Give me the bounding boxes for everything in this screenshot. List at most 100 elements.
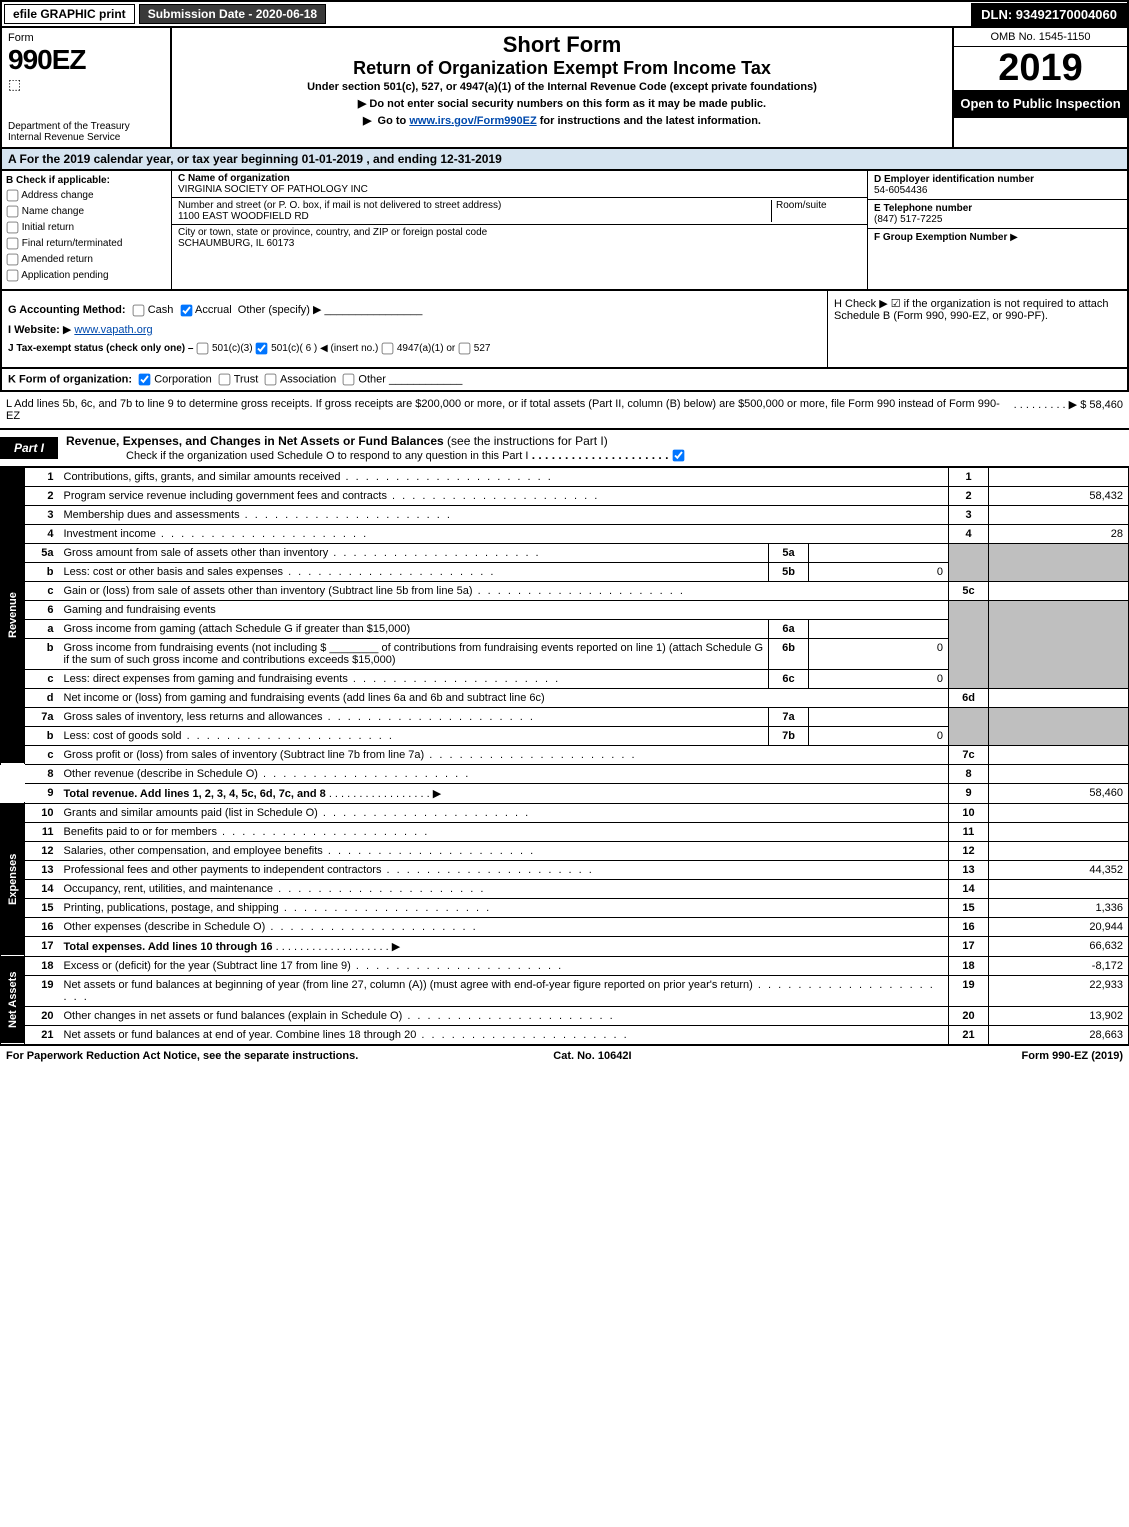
form-id-footer: Form 990-EZ (2019) [1022, 1050, 1123, 1062]
c-label: C Name of organization [178, 173, 290, 184]
line-16-val: 20,944 [989, 917, 1129, 936]
city-state-zip: SCHAUMBURG, IL 60173 [178, 238, 294, 249]
line-6d-val [989, 688, 1129, 707]
line-14-desc: Occupancy, rent, utilities, and maintena… [59, 879, 949, 898]
line-5a-val [809, 543, 949, 562]
line-7c-val [989, 745, 1129, 764]
omb-number: OMB No. 1545-1150 [954, 28, 1127, 47]
entity-block: B Check if applicable: Address change Na… [0, 171, 1129, 291]
chk-cash[interactable] [132, 304, 144, 316]
line-9-val: 58,460 [989, 783, 1129, 803]
line-16-desc: Other expenses (describe in Schedule O) [59, 917, 949, 936]
line-2-desc: Program service revenue including govern… [59, 486, 949, 505]
ein-label: D Employer identification number [874, 174, 1034, 185]
line-12-val [989, 841, 1129, 860]
line-14-val [989, 879, 1129, 898]
line-6c-val: 0 [809, 669, 949, 688]
chk-501c3[interactable] [197, 342, 209, 354]
line-l: L Add lines 5b, 6c, and 7b to line 9 to … [0, 392, 1129, 428]
part-1-title: Revenue, Expenses, and Changes in Net As… [66, 434, 444, 448]
line-19-desc: Net assets or fund balances at beginning… [59, 975, 949, 1006]
part-1-tab: Part I [0, 437, 58, 459]
city-label: City or town, state or province, country… [178, 227, 487, 238]
line-8-val [989, 764, 1129, 783]
chk-application-pending[interactable]: Application pending [6, 269, 167, 282]
part-1-table: Revenue 1Contributions, gifts, grants, a… [0, 467, 1129, 1045]
line-7a-desc: Gross sales of inventory, less returns a… [59, 707, 769, 726]
ssn-note: Do not enter social security numbers on … [180, 97, 944, 110]
line-18-val: -8,172 [989, 956, 1129, 975]
header-left: Form 990EZ ⬚ Department of the Treasury … [2, 28, 172, 147]
chk-501c[interactable] [256, 342, 268, 354]
line-7b-val: 0 [809, 726, 949, 745]
group-exemption-label: F Group Exemption Number [874, 232, 1007, 243]
phone-value: (847) 517-7225 [874, 214, 942, 225]
phone-label: E Telephone number [874, 203, 972, 214]
line-20-val: 13,902 [989, 1006, 1129, 1025]
cat-no: Cat. No. 10642I [553, 1050, 631, 1062]
chk-final-return[interactable]: Final return/terminated [6, 237, 167, 250]
header-right: OMB No. 1545-1150 2019 Open to Public In… [952, 28, 1127, 147]
website-link[interactable]: www.vapath.org [74, 324, 152, 336]
line-21-val: 28,663 [989, 1025, 1129, 1044]
line-5b-val: 0 [809, 562, 949, 581]
line-21-desc: Net assets or fund balances at end of ye… [59, 1025, 949, 1044]
side-net-assets: Net Assets [1, 956, 25, 1044]
chk-association[interactable] [265, 373, 277, 385]
chk-trust[interactable] [218, 373, 230, 385]
open-to-public: Open to Public Inspection [954, 90, 1127, 118]
box-d-e-f: D Employer identification number 54-6054… [867, 171, 1127, 289]
line-13-val: 44,352 [989, 860, 1129, 879]
part-1-header: Part I Revenue, Expenses, and Changes in… [0, 428, 1129, 467]
line-6d-desc: Net income or (loss) from gaming and fun… [59, 688, 949, 707]
line-6a-val [809, 619, 949, 638]
dln-label: DLN: 93492170004060 [971, 3, 1127, 26]
chk-4947[interactable] [382, 342, 394, 354]
tax-year: 2019 [954, 47, 1127, 90]
line-15-desc: Printing, publications, postage, and shi… [59, 898, 949, 917]
irs-link[interactable]: www.irs.gov/Form990EZ [409, 115, 536, 127]
title-short-form: Short Form [180, 32, 944, 58]
chk-corporation[interactable] [139, 373, 151, 385]
line-5c-val [989, 581, 1129, 600]
chk-name-change[interactable]: Name change [6, 205, 167, 218]
department-label: Department of the Treasury [8, 121, 164, 132]
line-10-val [989, 803, 1129, 822]
efile-button[interactable]: efile GRAPHIC print [4, 4, 135, 24]
chk-schedule-o[interactable] [672, 450, 684, 462]
chk-other-org[interactable] [343, 373, 355, 385]
line-2-val: 58,432 [989, 486, 1129, 505]
chk-initial-return[interactable]: Initial return [6, 221, 167, 234]
irs-label: Internal Revenue Service [8, 132, 164, 143]
line-17-desc: Total expenses. Add lines 10 through 16 … [59, 936, 949, 956]
line-4-val: 28 [989, 524, 1129, 543]
line-3-desc: Membership dues and assessments [59, 505, 949, 524]
submission-date-button[interactable]: Submission Date - 2020-06-18 [139, 4, 326, 24]
chk-accrual[interactable] [180, 304, 192, 316]
paperwork-notice: For Paperwork Reduction Act Notice, see … [6, 1050, 358, 1062]
chk-address-change[interactable]: Address change [6, 189, 167, 202]
line-6c-desc: Less: direct expenses from gaming and fu… [59, 669, 769, 688]
line-19-val: 22,933 [989, 975, 1129, 1006]
form-number: 990EZ [8, 44, 164, 76]
line-11-desc: Benefits paid to or for members [59, 822, 949, 841]
line-10-desc: Grants and similar amounts paid (list in… [59, 803, 949, 822]
goto-pre: Go to [378, 115, 410, 127]
line-i: I Website: ▶ www.vapath.org [8, 323, 821, 336]
box-b: B Check if applicable: Address change Na… [2, 171, 172, 289]
line-15-val: 1,336 [989, 898, 1129, 917]
g-h-i-j-block: G Accounting Method: Cash Accrual Other … [0, 291, 1129, 369]
line-a-tax-year: A For the 2019 calendar year, or tax yea… [0, 149, 1129, 171]
ein-value: 54-6054436 [874, 185, 927, 196]
gross-receipts: $ 58,460 [1080, 399, 1123, 411]
line-6b-val: 0 [809, 638, 949, 669]
top-toolbar: efile GRAPHIC print Submission Date - 20… [0, 0, 1129, 28]
room-suite-label: Room/suite [771, 200, 861, 222]
chk-amended-return[interactable]: Amended return [6, 253, 167, 266]
org-name: VIRGINIA SOCIETY OF PATHOLOGY INC [178, 184, 368, 195]
line-j: J Tax-exempt status (check only one) – 5… [8, 342, 821, 355]
line-9-desc: Total revenue. Add lines 1, 2, 3, 4, 5c,… [59, 783, 949, 803]
box-c: C Name of organization VIRGINIA SOCIETY … [172, 171, 867, 289]
line-4-desc: Investment income [59, 524, 949, 543]
chk-527[interactable] [459, 342, 471, 354]
